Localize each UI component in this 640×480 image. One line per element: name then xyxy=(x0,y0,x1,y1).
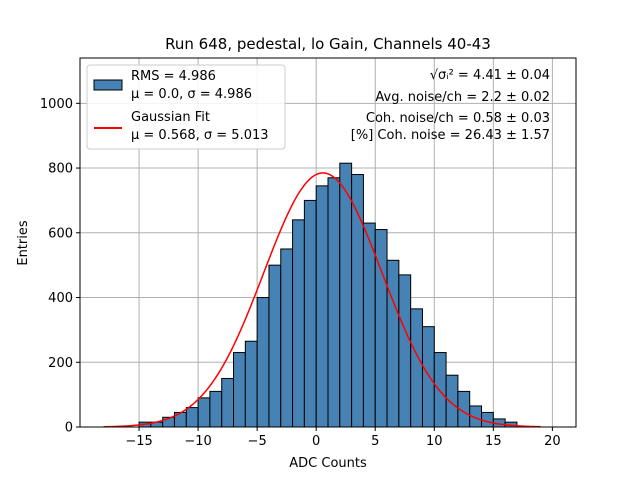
histogram-bar xyxy=(445,374,459,428)
y-tick-label: 1000 xyxy=(40,97,73,112)
histogram-bar xyxy=(433,352,447,428)
histogram-bar xyxy=(292,219,305,428)
histogram-bar xyxy=(280,248,294,428)
histogram-bar xyxy=(421,326,435,428)
histogram-bar xyxy=(327,177,341,428)
annotation-coh-noise-percent: [%] Coh. noise = 26.43 ± 1.57 xyxy=(351,128,550,143)
x-tick-label: −5 xyxy=(248,434,267,449)
histogram-bar xyxy=(268,264,282,428)
histogram-bar xyxy=(339,162,353,428)
legend-histogram-label: RMS = 4.986 xyxy=(131,69,216,84)
legend-fit-label: Gaussian Fit xyxy=(131,110,210,125)
histogram-bar xyxy=(185,407,199,428)
histogram-bar xyxy=(244,340,258,428)
legend-histogram-stats: μ = 0.0, σ = 4.986 xyxy=(131,87,252,102)
y-tick-label: 600 xyxy=(48,226,73,241)
x-axis-label: ADC Counts xyxy=(289,456,367,471)
x-tick-label: 10 xyxy=(426,434,443,449)
y-tick-label: 0 xyxy=(65,421,73,436)
histogram-bar xyxy=(233,352,246,428)
gaussian-fit-curve xyxy=(103,172,541,428)
x-tick-label: 5 xyxy=(371,434,379,449)
chart-title: Run 648, pedestal, lo Gain, Channels 40-… xyxy=(165,35,491,53)
histogram-bar xyxy=(209,390,223,428)
x-axis-ticks: −15 −10 −5 0 5 10 15 20 xyxy=(125,427,561,449)
noise-annotations: √σᵢ² = 4.41 ± 0.04 Avg. noise/ch = 2.2 ±… xyxy=(351,68,550,143)
histogram-bars xyxy=(138,162,518,428)
histogram-bar xyxy=(315,185,329,428)
legend-fit-stats: μ = 0.568, σ = 5.013 xyxy=(131,128,269,143)
histogram-bar xyxy=(197,397,211,428)
y-tick-label: 800 xyxy=(48,162,73,177)
y-tick-label: 400 xyxy=(48,291,73,306)
x-tick-label: −15 xyxy=(125,434,152,449)
axes-frame xyxy=(79,57,577,428)
legend: RMS = 4.986 μ = 0.0, σ = 4.986 Gaussian … xyxy=(86,64,286,150)
y-axis-ticks: 0 200 400 600 800 1000 xyxy=(40,97,80,436)
y-tick-label: 200 xyxy=(48,356,73,371)
x-tick-label: −10 xyxy=(184,434,211,449)
legend-histogram-swatch xyxy=(93,79,123,91)
histogram-bar xyxy=(303,199,317,428)
histogram-bar xyxy=(398,274,412,428)
annotation-avg-noise: Avg. noise/ch = 2.2 ± 0.02 xyxy=(375,90,550,105)
histogram-bar xyxy=(386,259,400,428)
histogram-bar xyxy=(410,308,423,428)
histogram-bar xyxy=(256,297,270,428)
histogram-bar xyxy=(481,411,494,428)
y-axis-label: Entries xyxy=(16,220,31,266)
x-tick-label: 0 xyxy=(312,434,320,449)
annotation-coh-noise: Coh. noise/ch = 0.58 ± 0.03 xyxy=(366,111,550,126)
legend-box xyxy=(86,64,286,150)
x-tick-label: 20 xyxy=(544,434,561,449)
annotation-sqrt-sigma: √σᵢ² = 4.41 ± 0.04 xyxy=(430,68,550,83)
histogram-bar xyxy=(362,222,376,428)
x-tick-label: 15 xyxy=(485,434,502,449)
histogram-bar xyxy=(221,377,235,428)
